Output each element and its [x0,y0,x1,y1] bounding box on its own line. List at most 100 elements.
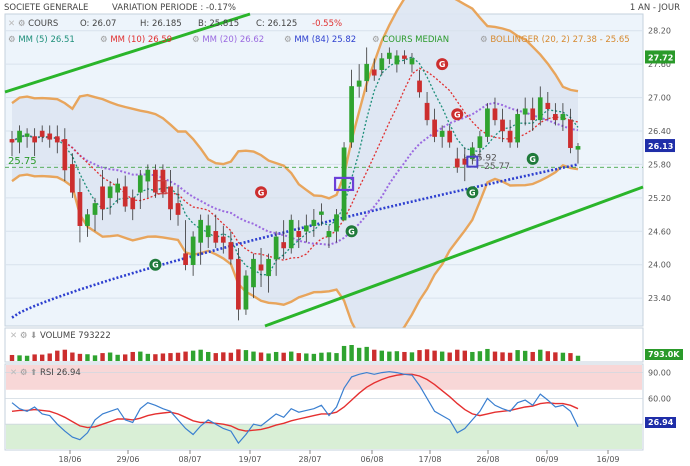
candle-body [92,203,98,215]
signal-marker-label: G [152,261,159,270]
candle-body [341,147,347,221]
volume-bar [39,354,45,361]
candle-body [281,242,287,249]
candle-body [175,203,181,215]
candle-body [183,253,188,265]
candle-body [205,225,211,238]
trendline-lower [264,185,644,328]
price-tick-label: 24.00 [648,261,671,270]
volume-bar [492,351,498,361]
volume-bar [439,351,445,361]
candle-body [417,80,422,93]
candle-body [447,130,453,143]
median-value-label: 25.75 [8,156,37,167]
candle-body [553,114,558,121]
candle-body [47,133,53,140]
legend-low: B: 25.815 [198,19,240,29]
bollinger-upper-line [11,0,579,200]
volume-bar [334,353,339,361]
rsi-tick-label: 60.00 [648,394,671,403]
legend-mm5[interactable]: ⚙ MM (5) 26.51 [8,35,75,45]
legend-bollinger[interactable]: ⚙ BOLLINGER (20, 2) 27.38 - 25.65 [480,35,630,45]
legend-median[interactable]: ⚙ COURS MEDIAN [372,35,450,45]
bollinger-upper-badge [645,50,675,64]
volume-bar [243,350,249,361]
candle-body [9,139,15,143]
candle-body [85,214,90,226]
candle-body [70,164,75,193]
volume-bar [206,351,211,361]
volume-bar [153,354,158,361]
candle-body [334,214,339,232]
candle-body [560,114,566,121]
rsi-signal-line [11,373,579,432]
legend-high: H: 26.185 [140,19,182,29]
volume-bar [402,351,407,361]
stock-name: SOCIETE GENERALE [4,3,89,13]
candle-body [432,119,437,137]
volume-bar [500,352,505,361]
volume-bar [304,353,309,361]
x-tick-label: 08/07 [178,455,201,464]
signal-marker [149,258,162,271]
candle-body [311,219,317,226]
pattern-box [156,180,167,195]
candle-body [326,231,332,238]
legend-close-icon[interactable]: ✕ [8,19,16,29]
candle-body [402,55,407,59]
signal-marker [345,225,358,238]
candle-body [349,86,354,143]
pattern-label-low: ⊢25.77 [476,162,510,172]
candle-body [364,63,370,82]
last-price-badge [645,139,675,153]
volume-bar [251,351,256,361]
legend-mm10[interactable]: ⚙ MM (10) 26.59 [100,35,173,45]
volume-bar [145,353,151,361]
candle-body [243,275,249,310]
candle-body [319,211,324,215]
rsi-overbought-zone [6,365,642,390]
legend-mm20[interactable]: ⚙ MM (20) 26.62 [192,35,265,45]
volume-bar [326,352,332,361]
volume-bar [447,352,452,361]
candle-body [500,119,505,132]
variation-period: VARIATION PERIODE : -0.17% [112,3,236,13]
volume-bar [462,350,467,361]
volume-bar [296,353,301,361]
candle-body [537,97,543,121]
volume-bar [24,355,30,361]
legend-cours: ✕ ⚙ COURS [8,19,59,29]
volume-bar [568,353,573,361]
volume-bar [545,351,551,361]
x-tick-label: 18/06 [58,455,81,464]
volume-bar [289,351,294,361]
pattern-box [466,155,479,168]
candle-body [296,231,302,238]
rsi-label: ✕ ⚙ ⬆ RSI 26.94 [10,368,81,378]
price-tick-label: 25.20 [648,194,671,203]
volume-bar [387,351,392,361]
period-label[interactable]: 1 AN - JOUR [629,3,680,13]
signal-marker-label: G [258,188,265,197]
candle-body [469,147,475,160]
candle-body [145,169,151,182]
volume-label: ✕ ⚙ ⬇ VOLUME 793222 [10,331,111,341]
volume-bar [123,354,128,361]
legend-mm84[interactable]: ⚙ MM (84) 25.82 [284,35,357,45]
volume-bar [538,349,543,361]
rsi-close-icon[interactable]: ✕ [10,368,18,378]
volume-bar [77,353,83,361]
volume-bar [424,349,430,361]
price-tick-label: 25.80 [648,160,671,169]
volume-bar [62,349,68,361]
candle-body [568,119,573,148]
volume-bar [160,353,166,361]
candle-body [39,130,45,137]
candle-body [137,175,143,193]
mm20-line [11,101,579,246]
volume-close-icon[interactable]: ✕ [10,331,18,341]
x-tick-label: 16/09 [596,455,619,464]
candle-body [507,130,513,143]
volume-bar [115,354,120,361]
candle-body [530,108,536,121]
